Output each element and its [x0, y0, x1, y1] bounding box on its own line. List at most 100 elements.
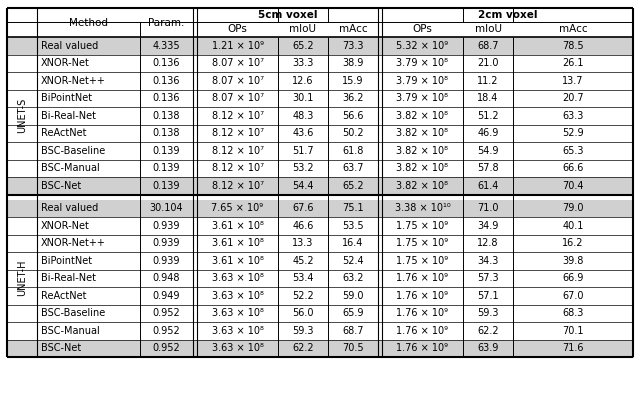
Text: 33.3: 33.3 [292, 58, 314, 68]
Text: 3.82 × 10⁸: 3.82 × 10⁸ [397, 111, 449, 121]
Text: 65.2: 65.2 [292, 41, 314, 51]
Text: 1.75 × 10⁹: 1.75 × 10⁹ [396, 221, 449, 231]
Text: 20.7: 20.7 [562, 93, 584, 103]
Text: 3.38 × 10¹⁰: 3.38 × 10¹⁰ [395, 203, 451, 213]
Text: 68.7: 68.7 [477, 41, 499, 51]
Text: 65.3: 65.3 [563, 146, 584, 156]
Text: 8.12 × 10⁷: 8.12 × 10⁷ [211, 111, 264, 121]
Text: 21.0: 21.0 [477, 58, 499, 68]
Text: 1.76 × 10⁹: 1.76 × 10⁹ [397, 291, 449, 301]
Text: 66.6: 66.6 [563, 163, 584, 173]
Text: 8.07 × 10⁷: 8.07 × 10⁷ [211, 58, 264, 68]
Text: 66.9: 66.9 [563, 273, 584, 283]
Text: 0.139: 0.139 [153, 181, 180, 191]
Text: 52.4: 52.4 [342, 256, 364, 266]
Text: 18.4: 18.4 [477, 93, 499, 103]
Text: UNET-S: UNET-S [17, 98, 27, 133]
Text: ReActNet: ReActNet [41, 291, 86, 301]
Text: 68.3: 68.3 [563, 308, 584, 318]
Text: 71.0: 71.0 [477, 203, 499, 213]
Text: 48.3: 48.3 [292, 111, 314, 121]
Text: 16.2: 16.2 [563, 238, 584, 248]
Text: 0.136: 0.136 [153, 58, 180, 68]
Text: 1.76 × 10⁹: 1.76 × 10⁹ [397, 326, 449, 336]
Text: 11.2: 11.2 [477, 76, 499, 86]
Text: 59.3: 59.3 [477, 308, 499, 318]
Text: 0.939: 0.939 [153, 238, 180, 248]
Text: Param.: Param. [148, 18, 185, 27]
Text: 65.9: 65.9 [342, 308, 364, 318]
Text: 53.4: 53.4 [292, 273, 314, 283]
Text: 7.65 × 10⁹: 7.65 × 10⁹ [211, 203, 264, 213]
Bar [7, 37, 633, 55]
Text: 0.952: 0.952 [152, 308, 180, 318]
Text: 0.136: 0.136 [153, 76, 180, 86]
Text: 3.79 × 10⁸: 3.79 × 10⁸ [397, 76, 449, 86]
Text: 1.76 × 10⁹: 1.76 × 10⁹ [397, 308, 449, 318]
Text: 4.335: 4.335 [153, 41, 180, 51]
Text: 59.0: 59.0 [342, 291, 364, 301]
Text: 3.63 × 10⁸: 3.63 × 10⁸ [212, 273, 264, 283]
Text: 0.952: 0.952 [152, 326, 180, 336]
Text: 0.139: 0.139 [153, 146, 180, 156]
Text: Method: Method [69, 18, 108, 27]
Text: BiPointNet: BiPointNet [41, 93, 92, 103]
Text: 34.9: 34.9 [477, 221, 499, 231]
Text: 3.82 × 10⁸: 3.82 × 10⁸ [397, 181, 449, 191]
Text: 26.1: 26.1 [563, 58, 584, 68]
Text: 79.0: 79.0 [563, 203, 584, 213]
Text: 56.6: 56.6 [342, 111, 364, 121]
Text: 1.76 × 10⁹: 1.76 × 10⁹ [397, 273, 449, 283]
Text: 57.3: 57.3 [477, 273, 499, 283]
Text: 0.939: 0.939 [153, 221, 180, 231]
Text: 3.82 × 10⁸: 3.82 × 10⁸ [397, 163, 449, 173]
Text: 0.949: 0.949 [153, 291, 180, 301]
Text: 34.3: 34.3 [477, 256, 499, 266]
Text: 3.79 × 10⁸: 3.79 × 10⁸ [397, 93, 449, 103]
Text: 46.9: 46.9 [477, 128, 499, 138]
Text: 63.3: 63.3 [563, 111, 584, 121]
Text: 30.104: 30.104 [150, 203, 183, 213]
Text: 45.2: 45.2 [292, 256, 314, 266]
Text: 70.4: 70.4 [563, 181, 584, 191]
Text: 0.136: 0.136 [153, 93, 180, 103]
Text: 57.1: 57.1 [477, 291, 499, 301]
Text: 67.6: 67.6 [292, 203, 314, 213]
Text: 54.9: 54.9 [477, 146, 499, 156]
Text: 70.5: 70.5 [342, 343, 364, 353]
Text: 40.1: 40.1 [563, 221, 584, 231]
Text: 73.3: 73.3 [342, 41, 364, 51]
Text: 54.4: 54.4 [292, 181, 314, 191]
Text: 75.1: 75.1 [342, 203, 364, 213]
Text: XNOR-Net++: XNOR-Net++ [41, 76, 106, 86]
Text: 1.21 × 10⁹: 1.21 × 10⁹ [211, 41, 264, 51]
Text: 62.2: 62.2 [477, 326, 499, 336]
Text: 51.2: 51.2 [477, 111, 499, 121]
Text: 15.9: 15.9 [342, 76, 364, 86]
Text: 5cm voxel: 5cm voxel [258, 10, 317, 20]
Text: 5.32 × 10⁹: 5.32 × 10⁹ [396, 41, 449, 51]
Text: 51.7: 51.7 [292, 146, 314, 156]
Text: 71.6: 71.6 [563, 343, 584, 353]
Text: 50.2: 50.2 [342, 128, 364, 138]
Text: 3.61 × 10⁸: 3.61 × 10⁸ [212, 256, 264, 266]
Text: 3.61 × 10⁸: 3.61 × 10⁸ [212, 238, 264, 248]
Text: 8.12 × 10⁷: 8.12 × 10⁷ [211, 146, 264, 156]
Text: 12.6: 12.6 [292, 76, 314, 86]
Text: 63.7: 63.7 [342, 163, 364, 173]
Text: 8.12 × 10⁷: 8.12 × 10⁷ [211, 181, 264, 191]
Text: 0.138: 0.138 [153, 111, 180, 121]
Text: 61.4: 61.4 [477, 181, 499, 191]
Text: 8.12 × 10⁷: 8.12 × 10⁷ [211, 163, 264, 173]
Text: 63.2: 63.2 [342, 273, 364, 283]
Text: 53.5: 53.5 [342, 221, 364, 231]
Text: 8.07 × 10⁷: 8.07 × 10⁷ [211, 93, 264, 103]
Text: Bi-Real-Net: Bi-Real-Net [41, 273, 96, 283]
Bar [7, 200, 633, 217]
Text: 30.1: 30.1 [292, 93, 314, 103]
Text: 39.8: 39.8 [563, 256, 584, 266]
Text: 67.0: 67.0 [563, 291, 584, 301]
Text: 36.2: 36.2 [342, 93, 364, 103]
Text: mAcc: mAcc [339, 24, 367, 35]
Bar [7, 177, 633, 195]
